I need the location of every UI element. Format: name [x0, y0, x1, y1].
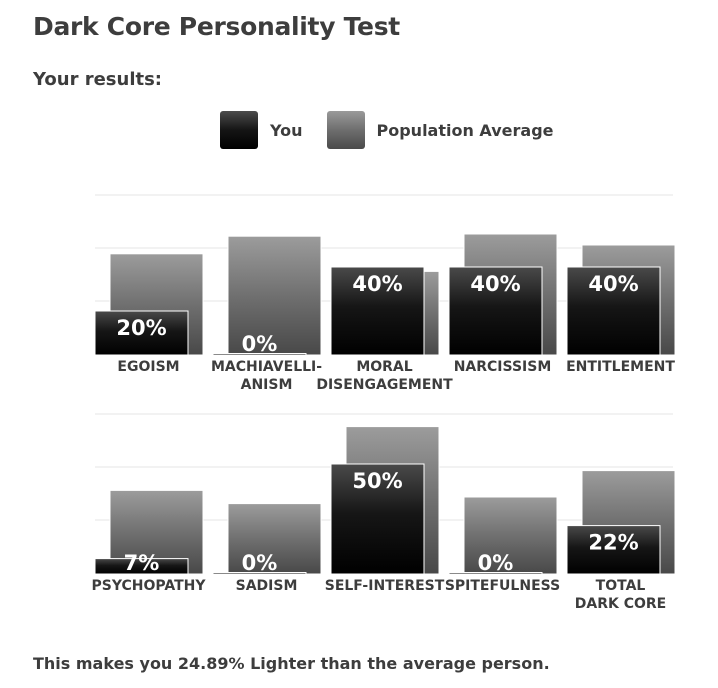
chart-panel-2: 7% PSYCHOPATHY 0% SADISM 50% SELF-INTEREST 0% S… [91, 413, 676, 612]
page-title: Dark Core Personality Test [33, 12, 400, 41]
legend-swatch-you [220, 111, 258, 149]
category-label: PSYCHOPATHY [91, 578, 206, 594]
category-label: MORAL [356, 359, 412, 375]
data-label: 22% [588, 531, 638, 555]
legend-item-you: You [220, 111, 303, 149]
chart-legend: You Population Average [220, 111, 578, 149]
category-label: EGOISM [117, 359, 179, 375]
bar-you [330, 463, 425, 575]
bar-population [463, 496, 558, 575]
chart-panel-1: 20% EGOISM 0% MACHIAVELLI- ANISM 40% MORAL DISE… [94, 194, 676, 393]
result-summary: This makes you 24.89% Lighter than the a… [33, 654, 550, 673]
category-label: DARK CORE [575, 596, 666, 612]
bar-you [448, 572, 543, 575]
data-label: 20% [116, 316, 166, 340]
bar-you [212, 572, 307, 575]
bar-you [330, 266, 425, 356]
legend-label-population: Population Average [376, 120, 554, 140]
legend-swatch-population [326, 111, 365, 149]
bar-population [227, 503, 322, 575]
data-label: 7% [124, 551, 160, 575]
category-label: SPITEFULNESS [445, 578, 560, 594]
category-label: ENTITLEMENT [566, 359, 675, 375]
legend-label-you: You [270, 120, 303, 140]
data-label: 50% [352, 469, 402, 493]
category-label: SADISM [236, 578, 298, 594]
results-bar-charts: 20% EGOISM 0% MACHIAVELLI- ANISM 40% MORAL DISE… [91, 194, 676, 612]
category-label: MACHIAVELLI- [211, 359, 322, 375]
category-label: ANISM [241, 377, 293, 393]
bar-you [448, 266, 543, 356]
data-label: 40% [470, 272, 520, 296]
results-heading: Your results: [33, 69, 163, 90]
bar-you [566, 525, 661, 575]
category-label: SELF-INTEREST [325, 578, 445, 594]
category-label: TOTAL [596, 578, 646, 594]
data-label: 0% [478, 551, 514, 575]
bar-you [212, 353, 307, 356]
legend-item-population: Population Average [326, 111, 554, 149]
data-label: 0% [242, 551, 278, 575]
bar-you [94, 558, 189, 575]
bar-you [566, 266, 661, 356]
data-label: 40% [588, 272, 638, 296]
category-label: NARCISSISM [454, 359, 552, 375]
bar-population [227, 235, 322, 356]
category-label: DISENGAGEMENT [316, 377, 453, 393]
bar-you [94, 310, 189, 356]
data-label: 40% [352, 272, 402, 296]
data-label: 0% [242, 332, 278, 356]
